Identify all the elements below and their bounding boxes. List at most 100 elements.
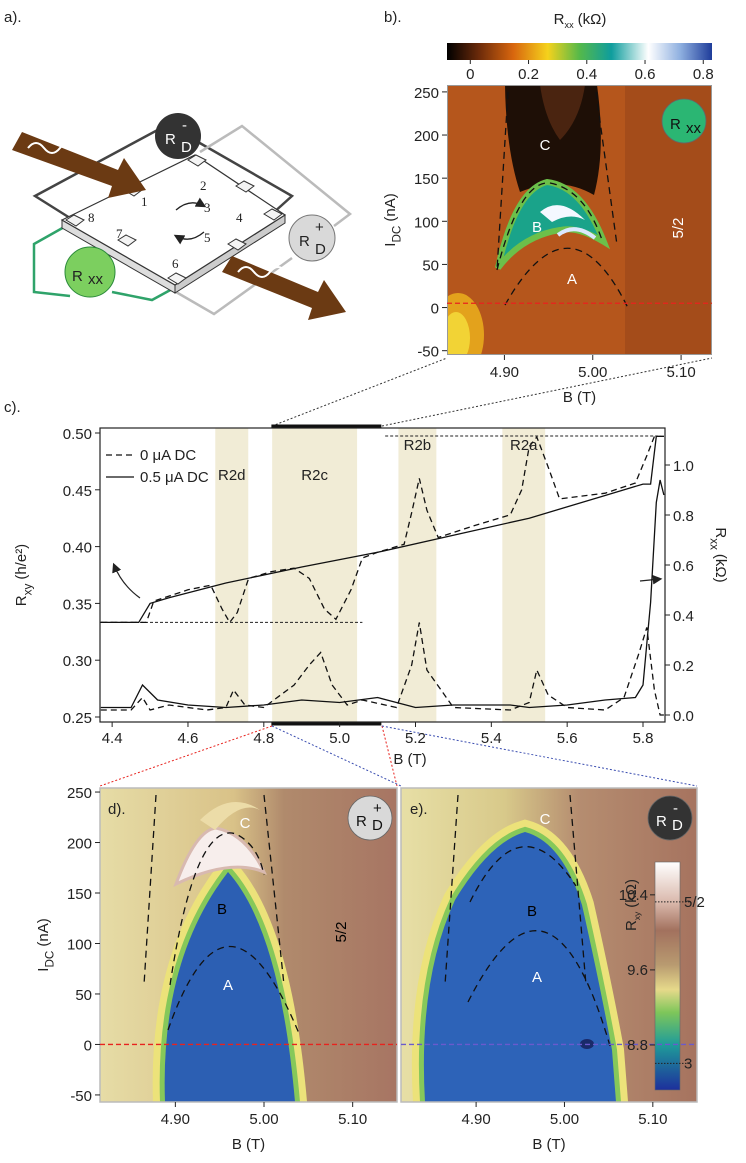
boundaries (143, 794, 301, 1037)
map-d (100, 788, 397, 1102)
region-label: 5/2 (670, 218, 687, 239)
region-band (215, 428, 249, 722)
x-axis-label: B (T) (393, 751, 426, 768)
contact (117, 234, 137, 247)
rotation-arrow (173, 231, 205, 245)
y2-tick-label: 0.2 (673, 658, 694, 675)
wave (237, 266, 303, 281)
y-tick-label: 100 (67, 936, 92, 953)
y-tick-label: -50 (417, 344, 439, 361)
region-label: R2c (301, 467, 328, 484)
y-axis-label: IDC (nA) (35, 918, 56, 971)
x-tick-label: 4.4 (102, 730, 123, 747)
y-axis-label-part: DC (43, 951, 56, 968)
colorbar-label-part: (kΩ) (578, 11, 607, 28)
x-axis-label: B (T) (532, 1136, 565, 1153)
legend-label: 0 μA DC (140, 447, 196, 464)
map-e (401, 788, 697, 1102)
colorbar-tick-label: 0.6 (635, 66, 656, 83)
x-tick-label: 4.90 (161, 1111, 190, 1128)
region-band (502, 428, 546, 722)
x-axis-label: B (T) (232, 1136, 265, 1153)
contact (235, 180, 255, 193)
region-label: A (223, 977, 233, 994)
y2-tick-label: 0.8 (673, 508, 694, 525)
y-axis-label-part: xy (21, 584, 34, 596)
panel-label: b). (384, 9, 402, 26)
plate (60, 154, 287, 286)
rd-plus-badge (288, 214, 336, 262)
region-label: 5/2 (333, 922, 350, 943)
contact (167, 272, 187, 285)
region-label: C (540, 811, 551, 828)
colorbar-marker-label: 5/2 (684, 894, 705, 911)
map-feature (540, 205, 585, 222)
badge-text: R (299, 233, 310, 250)
badge-sup: + (315, 219, 324, 236)
boundary (496, 182, 603, 271)
connectors (99, 357, 713, 787)
rotation-arrow (175, 197, 207, 211)
contact-label: 7 (116, 226, 123, 241)
y-tick-label: 0 (84, 1037, 92, 1054)
y2-tick-label: 0.6 (673, 558, 694, 575)
y-tick-label: 0.35 (63, 596, 92, 613)
series-line (100, 435, 664, 624)
contact (263, 208, 283, 221)
plot-frame (99, 427, 666, 723)
panel-label: d). (108, 801, 126, 818)
frame (400, 787, 698, 1103)
colorbar-tick-label: 0.2 (518, 66, 539, 83)
region-label: R2d (218, 467, 246, 484)
contact-label: 8 (88, 210, 95, 225)
y-axis-label-part: R (13, 595, 30, 606)
microwave-arrow (12, 132, 146, 198)
y-tick-label: 0.30 (63, 653, 92, 670)
wire (111, 286, 175, 302)
contact-label: 1 (141, 194, 148, 209)
connector (381, 725, 698, 787)
colorbar (654, 861, 681, 1091)
y-tick-label: 200 (414, 128, 439, 145)
contact (65, 214, 85, 227)
colorbar-label-part: R (554, 11, 565, 28)
contact-label: 5 (204, 230, 211, 245)
contact-label: 6 (172, 256, 179, 271)
y-axis-label-part: DC (390, 226, 403, 243)
x-tick-label: 5.00 (249, 1111, 278, 1128)
colorbar (447, 43, 712, 60)
y2-axis-label: Rxx (kΩ) (708, 527, 729, 582)
map-feature (540, 85, 585, 140)
microwave-arrow (222, 256, 346, 320)
x-tick-label: 4.6 (178, 730, 199, 747)
frame (99, 787, 398, 1103)
wire (32, 124, 166, 220)
rxx-badge (64, 246, 116, 298)
legend-label: 0.5 μA DC (140, 469, 209, 486)
x-tick-label: 5.4 (481, 730, 502, 747)
badge-sub: D (672, 817, 683, 834)
colorbar-tick-label: 0 (466, 66, 474, 83)
x-tick-label: 5.10 (338, 1111, 367, 1128)
boundary (595, 91, 618, 246)
region-label: B (217, 901, 227, 918)
y-tick-label: 250 (414, 85, 439, 102)
badge-sup: + (373, 800, 382, 817)
boundary (496, 91, 509, 271)
colorbar-label-part: xy (632, 911, 642, 920)
badge-sup: - (673, 800, 678, 817)
badge-text: R (165, 131, 176, 148)
y-axis-label-part: (nA) (382, 193, 399, 221)
x-tick-label: 5.2 (405, 730, 426, 747)
y-axis-label-part: I (382, 243, 399, 247)
colorbar-label: Rxx (kΩ) (554, 11, 607, 30)
contact (227, 238, 247, 251)
y-tick-label: 100 (414, 214, 439, 231)
y2-axis-label-part: (kΩ) (712, 554, 729, 583)
boundary (504, 247, 629, 309)
axis-arrow (112, 562, 141, 599)
colorbar-tick-label: 0.8 (693, 66, 714, 83)
badge-text: R (656, 813, 667, 830)
boundary (467, 930, 611, 1047)
